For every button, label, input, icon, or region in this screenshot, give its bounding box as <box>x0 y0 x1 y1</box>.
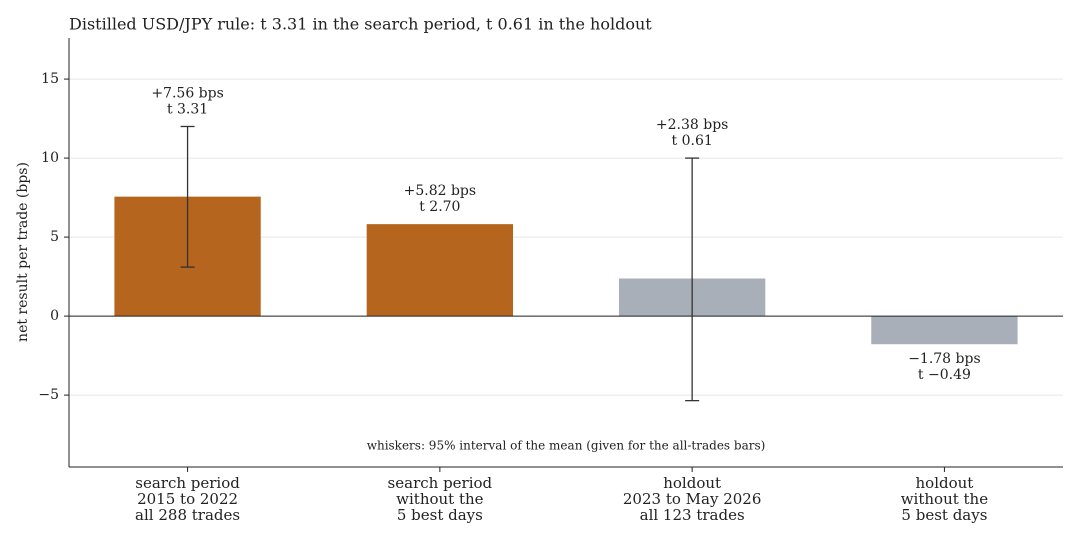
t-label: t 3.31 <box>167 101 208 117</box>
t-label: t 2.70 <box>419 199 460 215</box>
x-tick-label-line: 2015 to 2022 <box>137 490 238 508</box>
x-tick-label-line: holdout <box>916 474 974 492</box>
annotation: whiskers: 95% interval of the mean (give… <box>367 439 766 453</box>
x-tick-label-line: without the <box>396 490 484 508</box>
bar <box>366 224 514 317</box>
y-tick-label: 10 <box>41 150 59 166</box>
x-tick-label-line: all 288 trades <box>135 506 240 524</box>
x-tick-label-line: search period <box>388 474 493 492</box>
x-tick-label: search period without the 5 best days <box>388 474 493 524</box>
value-label: +5.82 bps <box>404 183 476 199</box>
x-tick-label-line: search period <box>135 474 240 492</box>
t-label: t 0.61 <box>672 133 713 149</box>
y-tick-label: 15 <box>41 71 59 87</box>
value-label: +7.56 bps <box>151 85 223 101</box>
x-tick-label-line: 2023 to May 2026 <box>623 490 762 508</box>
y-tick-label: −5 <box>38 387 59 403</box>
t-label: t −0.49 <box>918 367 971 383</box>
x-tick-label-line: without the <box>901 490 989 508</box>
value-label: −1.78 bps <box>908 351 980 367</box>
x-tick-label: search period 2015 to 2022 all 288 trades <box>135 474 240 524</box>
x-tick-label-line: 5 best days <box>397 506 483 524</box>
chart-title: Distilled USD/JPY rule: t 3.31 in the se… <box>69 15 652 34</box>
x-tick-label-line: all 123 trades <box>640 506 745 524</box>
bar <box>871 316 1018 345</box>
x-tick-label: holdout 2023 to May 2026 all 123 trades <box>623 474 762 524</box>
x-tick-label: holdout without the 5 best days <box>901 474 989 524</box>
x-tick-label-line: 5 best days <box>901 506 987 524</box>
value-label: +2.38 bps <box>656 117 728 133</box>
y-tick-label: 0 <box>50 308 59 324</box>
y-axis-label: net result per trade (bps) <box>15 162 31 342</box>
y-tick-label: 5 <box>50 229 59 245</box>
x-tick-label-line: holdout <box>663 474 721 492</box>
